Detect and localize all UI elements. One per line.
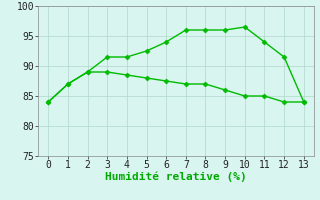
X-axis label: Humidité relative (%): Humidité relative (%)	[105, 172, 247, 182]
